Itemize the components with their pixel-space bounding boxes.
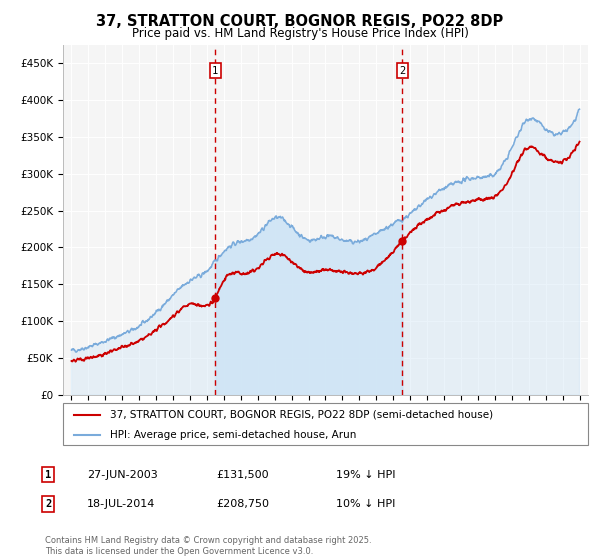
Text: 2: 2: [399, 66, 406, 76]
Text: 18-JUL-2014: 18-JUL-2014: [87, 499, 155, 509]
Text: Contains HM Land Registry data © Crown copyright and database right 2025.
This d: Contains HM Land Registry data © Crown c…: [45, 536, 371, 556]
Text: 2: 2: [45, 499, 51, 509]
Text: 19% ↓ HPI: 19% ↓ HPI: [336, 470, 395, 480]
FancyBboxPatch shape: [63, 403, 588, 445]
Text: 37, STRATTON COURT, BOGNOR REGIS, PO22 8DP: 37, STRATTON COURT, BOGNOR REGIS, PO22 8…: [97, 14, 503, 29]
Text: 1: 1: [45, 470, 51, 480]
Text: 1: 1: [212, 66, 218, 76]
Text: 27-JUN-2003: 27-JUN-2003: [87, 470, 158, 480]
Text: £131,500: £131,500: [216, 470, 269, 480]
Text: HPI: Average price, semi-detached house, Arun: HPI: Average price, semi-detached house,…: [110, 430, 356, 440]
Text: £208,750: £208,750: [216, 499, 269, 509]
Text: 10% ↓ HPI: 10% ↓ HPI: [336, 499, 395, 509]
Text: 37, STRATTON COURT, BOGNOR REGIS, PO22 8DP (semi-detached house): 37, STRATTON COURT, BOGNOR REGIS, PO22 8…: [110, 410, 493, 420]
Text: Price paid vs. HM Land Registry's House Price Index (HPI): Price paid vs. HM Land Registry's House …: [131, 27, 469, 40]
